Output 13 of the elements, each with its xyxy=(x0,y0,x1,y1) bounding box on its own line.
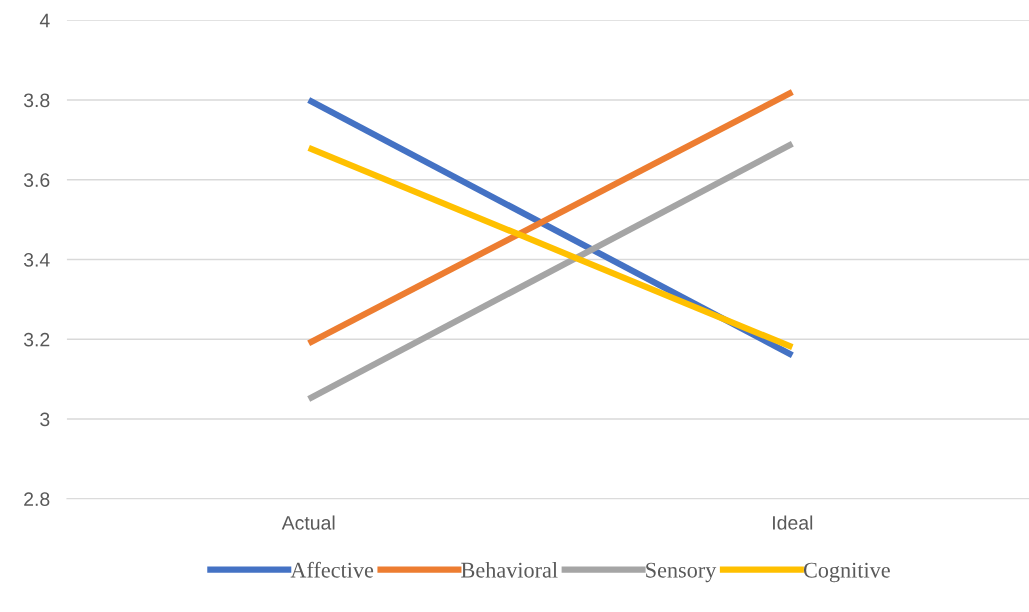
legend-label: Affective xyxy=(290,561,374,578)
y-tick-label: 3.8 xyxy=(23,93,50,108)
y-tick-label: 3.4 xyxy=(23,252,50,267)
y-tick-label: 3.6 xyxy=(23,173,50,187)
y-tick-label: 3.2 xyxy=(23,332,50,347)
y-tick-label: 3 xyxy=(40,412,50,427)
legend-label: Behavioral xyxy=(461,561,558,578)
legend-label: Cognitive xyxy=(803,562,890,583)
x-tick-label: Actual xyxy=(281,515,335,530)
y-tick-label: 2.8 xyxy=(24,492,50,507)
legend-label: Sensory xyxy=(646,562,717,583)
y-tick-label: 4 xyxy=(39,13,50,28)
x-tick-label: Ideal xyxy=(773,515,813,530)
